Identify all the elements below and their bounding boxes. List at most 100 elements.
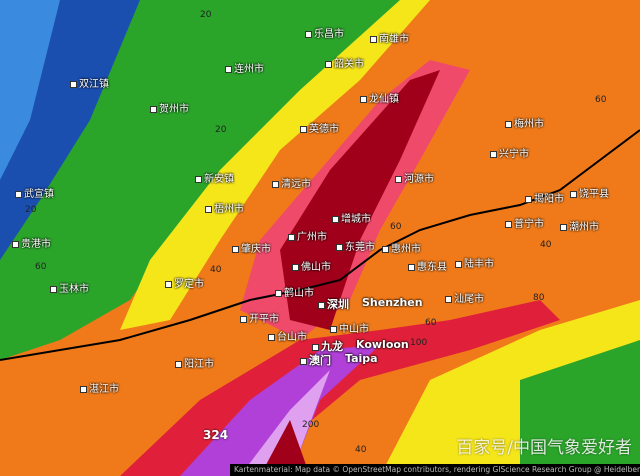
- city-label: 澳门: [300, 352, 331, 368]
- watermark: 百家号/中国气象爱好者: [456, 438, 632, 458]
- city-name: 贺州市: [159, 104, 189, 115]
- city-label: 陆丰市: [455, 255, 494, 270]
- city-label: 龙仙镇: [360, 90, 399, 105]
- city-label: 肇庆市: [232, 240, 271, 255]
- city-name: 鹤山市: [284, 288, 314, 299]
- city-name: 广州市: [297, 232, 327, 243]
- city-name: 佛山市: [301, 262, 331, 273]
- city-name: 揭阳市: [534, 194, 564, 205]
- city-name: 兴宁市: [499, 149, 529, 160]
- city-marker-icon: [15, 190, 22, 198]
- city-name: 连州市: [234, 64, 264, 75]
- city-marker-icon: [268, 333, 275, 341]
- city-name: Shenzhen: [362, 296, 423, 309]
- city-marker-icon: [195, 175, 202, 183]
- city-label: 贵港市: [12, 235, 51, 250]
- city-marker-icon: [505, 220, 512, 228]
- city-name: 澳门: [309, 354, 331, 367]
- city-name: 深圳: [327, 298, 349, 311]
- city-marker-icon: [332, 215, 339, 223]
- field-core: [260, 420, 310, 476]
- contour-label: 60: [425, 318, 437, 328]
- city-marker-icon: [312, 343, 319, 351]
- city-label: 乐昌市: [305, 25, 344, 40]
- city-marker-icon: [12, 240, 19, 248]
- city-label: 中山市: [330, 320, 369, 335]
- city-name: Kowloon: [356, 338, 409, 351]
- city-label: 台山市: [268, 328, 307, 343]
- city-label: 汕尾市: [445, 290, 484, 305]
- city-marker-icon: [505, 120, 512, 128]
- city-name: 新安镇: [204, 174, 234, 185]
- city-label: 普宁市: [505, 215, 544, 230]
- city-marker-icon: [445, 295, 452, 303]
- city-label: 贺州市: [150, 100, 189, 115]
- contour-label: 20: [25, 205, 37, 215]
- contour-label: 200: [302, 420, 320, 430]
- contour-label: 60: [595, 95, 607, 105]
- city-marker-icon: [490, 150, 497, 158]
- contour-label: 60: [390, 222, 402, 232]
- city-marker-icon: [395, 175, 402, 183]
- city-name: 武宣镇: [24, 189, 54, 200]
- city-name: 增城市: [341, 214, 371, 225]
- city-label: Shenzhen: [362, 296, 423, 309]
- city-name: 贵港市: [21, 239, 51, 250]
- city-label: 新安镇: [195, 170, 234, 185]
- city-marker-icon: [300, 357, 307, 365]
- city-label: 揭阳市: [525, 190, 564, 205]
- city-name: 肇庆市: [241, 244, 271, 255]
- city-marker-icon: [232, 245, 239, 253]
- city-name: 陆丰市: [464, 259, 494, 270]
- city-label: 河源市: [395, 170, 434, 185]
- city-marker-icon: [525, 195, 532, 203]
- city-label: 九龙: [312, 338, 343, 354]
- city-label: 东莞市: [336, 238, 375, 253]
- contour-label: 40: [355, 445, 367, 455]
- city-label: Kowloon: [356, 338, 409, 351]
- field-lightblue: [0, 0, 60, 180]
- city-marker-icon: [175, 360, 182, 368]
- city-label: 武宣镇: [15, 185, 54, 200]
- field-yellow-band: [120, 0, 430, 330]
- field-purple: [180, 345, 380, 476]
- city-name: 罗定市: [174, 279, 204, 290]
- city-marker-icon: [50, 285, 57, 293]
- city-name: 湛江市: [89, 384, 119, 395]
- city-marker-icon: [360, 95, 367, 103]
- city-marker-icon: [292, 263, 299, 271]
- city-label: 连州市: [225, 60, 264, 75]
- city-label: 清远市: [272, 175, 311, 190]
- city-name: 饶平县: [579, 189, 609, 200]
- city-name: 东莞市: [345, 242, 375, 253]
- city-label: 罗定市: [165, 275, 204, 290]
- city-marker-icon: [336, 243, 343, 251]
- city-marker-icon: [560, 223, 567, 231]
- city-marker-icon: [165, 280, 172, 288]
- city-label: 韶关市: [325, 55, 364, 70]
- field-green-se: [520, 340, 640, 476]
- city-name: 惠州市: [391, 244, 421, 255]
- city-label: 饶平县: [570, 185, 609, 200]
- city-marker-icon: [288, 233, 295, 241]
- city-label: 惠东县: [408, 258, 447, 273]
- city-marker-icon: [318, 301, 325, 309]
- city-name: 玉林市: [59, 284, 89, 295]
- contour-label: 40: [210, 265, 222, 275]
- city-label: 开平市: [240, 310, 279, 325]
- city-marker-icon: [325, 60, 332, 68]
- city-marker-icon: [455, 260, 462, 268]
- city-name: 乐昌市: [314, 29, 344, 40]
- contour-label: 20: [215, 125, 227, 135]
- city-name: 中山市: [339, 324, 369, 335]
- coastline: [0, 129, 640, 361]
- city-name: 南雄市: [379, 34, 409, 45]
- city-marker-icon: [205, 205, 212, 213]
- city-name: 九龙: [321, 340, 343, 353]
- city-name: 梅州市: [514, 119, 544, 130]
- city-name: 开平市: [249, 314, 279, 325]
- city-label: 广州市: [288, 228, 327, 243]
- city-marker-icon: [240, 315, 247, 323]
- city-marker-icon: [272, 180, 279, 188]
